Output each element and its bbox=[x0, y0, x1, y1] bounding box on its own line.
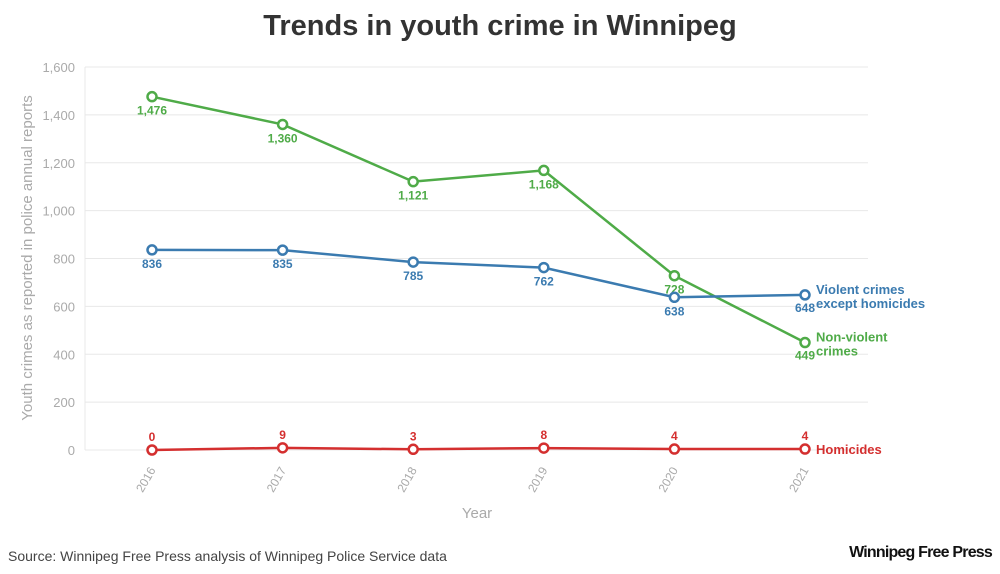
y-tick-label: 800 bbox=[53, 252, 75, 267]
data-point bbox=[538, 261, 550, 274]
data-label: 1,476 bbox=[137, 104, 167, 118]
y-tick-label: 1,600 bbox=[42, 60, 75, 75]
y-tick-label: 600 bbox=[53, 299, 75, 314]
data-point bbox=[276, 244, 289, 256]
y-tick-label: 1,400 bbox=[42, 108, 75, 123]
data-label: 648 bbox=[795, 301, 815, 315]
data-point bbox=[146, 244, 158, 256]
y-tick-label: 1,000 bbox=[42, 204, 75, 219]
data-point bbox=[668, 291, 681, 304]
x-axis-title: Year bbox=[462, 505, 492, 522]
series-label: except homicides bbox=[816, 296, 925, 311]
series-line-2 bbox=[151, 446, 805, 452]
y-tick-label: 400 bbox=[53, 347, 75, 362]
data-label: 785 bbox=[403, 269, 423, 283]
y-axis-title: Youth crimes as reported in police annua… bbox=[19, 95, 36, 420]
x-tick-label: 2020 bbox=[656, 464, 682, 494]
data-point bbox=[276, 118, 289, 131]
source-note: Source: Winnipeg Free Press analysis of … bbox=[8, 548, 447, 564]
data-label: 449 bbox=[795, 349, 815, 363]
data-point bbox=[146, 90, 158, 103]
data-label: 3 bbox=[410, 429, 417, 443]
x-tick-label: 2019 bbox=[525, 464, 551, 494]
data-label: 1,121 bbox=[398, 189, 428, 203]
x-tick-label: 2021 bbox=[786, 464, 812, 494]
chart-title: Trends in youth crime in Winnipeg bbox=[263, 10, 737, 42]
series-label: Non-violent bbox=[816, 330, 888, 345]
y-tick-label: 200 bbox=[53, 395, 75, 410]
data-point bbox=[668, 269, 681, 282]
data-label: 1,168 bbox=[529, 177, 559, 191]
data-point bbox=[799, 289, 811, 301]
x-tick-label: 2016 bbox=[133, 464, 159, 494]
data-label: 0 bbox=[149, 430, 156, 444]
data-label: 1,360 bbox=[268, 131, 298, 145]
data-point bbox=[407, 175, 419, 188]
data-label: 835 bbox=[273, 257, 293, 271]
data-point bbox=[276, 442, 289, 454]
data-point bbox=[407, 256, 419, 268]
data-point bbox=[799, 336, 811, 349]
data-point bbox=[538, 164, 550, 177]
data-label: 638 bbox=[664, 304, 684, 318]
series-line-1 bbox=[151, 248, 806, 299]
data-label: 4 bbox=[671, 429, 678, 443]
series-line-0 bbox=[151, 95, 806, 344]
series-label: Homicides bbox=[816, 442, 882, 457]
data-point bbox=[538, 442, 550, 454]
x-tick-label: 2018 bbox=[394, 464, 420, 494]
series-label: crimes bbox=[816, 344, 858, 359]
data-point bbox=[668, 443, 681, 455]
data-label: 4 bbox=[802, 429, 809, 443]
data-label: 8 bbox=[540, 428, 547, 442]
data-label: 836 bbox=[142, 257, 162, 271]
data-point bbox=[799, 443, 811, 455]
series-label: Violent crimes bbox=[816, 282, 905, 297]
y-tick-label: 0 bbox=[68, 443, 75, 458]
data-point bbox=[407, 443, 419, 456]
x-tick-label: 2017 bbox=[264, 464, 290, 494]
data-point bbox=[146, 444, 158, 456]
publisher-logo: Winnipeg Free Press bbox=[849, 544, 993, 561]
y-tick-label: 1,200 bbox=[42, 156, 75, 171]
data-label: 728 bbox=[664, 283, 684, 297]
data-label: 9 bbox=[279, 428, 286, 442]
data-label: 762 bbox=[534, 275, 554, 289]
